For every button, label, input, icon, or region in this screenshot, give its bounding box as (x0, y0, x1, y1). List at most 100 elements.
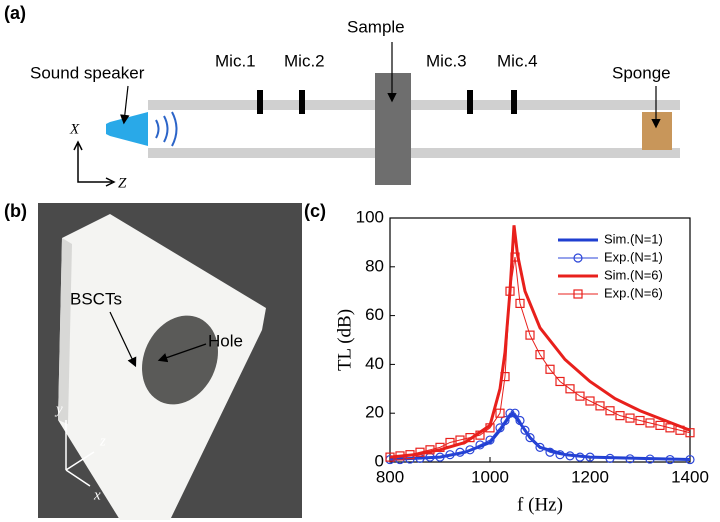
y-tick-label: 80 (365, 256, 384, 275)
marker (635, 415, 645, 426)
plot-frame (389, 217, 691, 463)
marker (535, 442, 545, 452)
marker (595, 401, 605, 411)
bscts-label: BSCTs (70, 289, 122, 308)
marker (500, 372, 510, 382)
marker (500, 415, 510, 426)
marker (425, 445, 435, 455)
marker (565, 451, 575, 461)
marker (545, 364, 555, 374)
marker (445, 437, 455, 448)
arrow (157, 343, 207, 363)
x-axis-title: f (Hz) (517, 494, 563, 515)
x-tick-label: 800 (376, 467, 404, 486)
axis-label: x (93, 487, 101, 503)
chart: 800 1000 1200 1400 0 20 40 60 80 100 f (Hz) TL (dB)… (334, 207, 709, 515)
mic-label: Mic.2 (284, 51, 325, 70)
sound-waves (155, 111, 178, 147)
axis-label: X (69, 121, 80, 137)
y-tick-label: 60 (365, 305, 384, 324)
x-tick-label: 1200 (571, 467, 609, 486)
marker (455, 435, 465, 445)
panel-label: (b) (4, 201, 27, 221)
mic (467, 90, 473, 114)
marker (665, 454, 675, 465)
axes-icon (77, 144, 112, 183)
mic-label: Mic.1 (215, 51, 256, 70)
marker (465, 433, 475, 443)
marker (495, 423, 505, 433)
axis-label: y (54, 401, 63, 417)
marker (605, 406, 615, 416)
series-line (389, 410, 691, 462)
marker (645, 418, 655, 428)
marker (515, 298, 525, 308)
sample-side (58, 238, 72, 424)
mic-label: Mic.4 (497, 51, 538, 70)
marker (645, 454, 655, 464)
mic (257, 90, 263, 114)
x-tick-label: 1400 (671, 467, 709, 486)
arrow (120, 85, 130, 125)
marker (405, 450, 415, 460)
series-line (389, 256, 691, 458)
axes-arrows (73, 140, 116, 187)
marker (655, 420, 665, 430)
marker (510, 408, 520, 418)
marker (675, 425, 685, 435)
panel-label: (c) (304, 201, 326, 221)
marker (665, 423, 675, 433)
tube-bottom (148, 148, 680, 158)
mic (299, 90, 305, 114)
axes-icon (65, 420, 95, 487)
hole (142, 315, 218, 405)
sample-label: Sample (347, 17, 405, 36)
marker (455, 447, 465, 457)
y-tick-label: 100 (356, 207, 384, 226)
marker (585, 452, 595, 462)
marker (575, 452, 585, 462)
marker (605, 453, 615, 463)
marker (525, 433, 535, 443)
marker (485, 423, 495, 433)
marker (625, 454, 635, 464)
marker (435, 442, 445, 452)
marker (515, 415, 525, 426)
marker (445, 450, 455, 460)
marker (505, 408, 515, 418)
y-axis-title: TL (dB) (334, 309, 355, 371)
marker (395, 451, 405, 461)
marker (495, 408, 505, 418)
marker (565, 384, 575, 394)
marker (573, 289, 583, 299)
mic-label: Mic.3 (426, 51, 467, 70)
marker (545, 447, 555, 457)
marker (510, 252, 520, 262)
marker (573, 253, 583, 263)
y-tick-label: 0 (375, 451, 384, 470)
marker (685, 428, 695, 438)
series-line (390, 412, 690, 461)
sponge (642, 112, 672, 150)
marker (535, 350, 545, 360)
marker (475, 440, 485, 450)
marker (505, 286, 515, 296)
axis-label: z (99, 433, 106, 449)
legend-label: Exp.(N=6) (604, 285, 663, 300)
legend-label: Sim.(N=1) (604, 231, 663, 246)
panel-label: (a) (4, 3, 26, 23)
marker (525, 330, 535, 340)
sponge-label: Sponge (612, 63, 671, 82)
legend-label: Exp.(N=1) (604, 249, 663, 264)
hole-label: Hole (208, 331, 243, 350)
marker (520, 425, 530, 435)
marker (485, 435, 495, 445)
y-tick-label: 20 (365, 403, 384, 422)
marker (385, 452, 395, 462)
marker (615, 411, 625, 421)
marker (465, 445, 475, 455)
marker (685, 454, 695, 465)
marker (555, 376, 565, 387)
